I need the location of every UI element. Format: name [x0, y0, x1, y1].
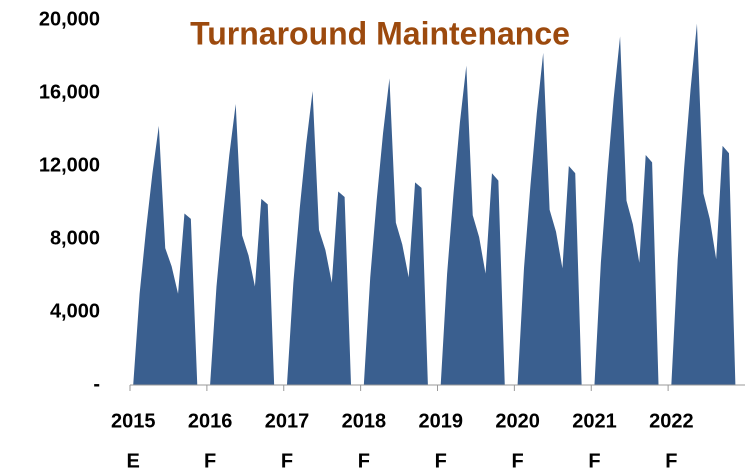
x-tick-note: F — [511, 450, 523, 472]
y-tick-label: 4,000 — [50, 300, 100, 322]
x-tick-label: 2017 — [265, 410, 310, 432]
x-tick-note: F — [204, 450, 216, 472]
area — [133, 23, 742, 386]
x-tick-note: F — [358, 450, 370, 472]
x-tick-note: E — [127, 450, 140, 472]
y-tick-label: 16,000 — [39, 81, 100, 103]
x-tick-label: 2021 — [572, 410, 617, 432]
chart-title: Turnaround Maintenance — [190, 15, 570, 51]
x-tick-note: F — [665, 450, 677, 472]
x-tick-label: 2018 — [342, 410, 387, 432]
x-tick-label: 2015 — [111, 410, 156, 432]
x-tick-note: F — [435, 450, 447, 472]
x-tick-label: 2016 — [188, 410, 233, 432]
y-tick-label: 8,000 — [50, 227, 100, 249]
y-tick-label: 12,000 — [39, 154, 100, 176]
x-tick-label: 2022 — [649, 410, 694, 432]
x-tick-note: F — [588, 450, 600, 472]
y-tick-label: 20,000 — [39, 8, 100, 30]
x-tick-note: F — [281, 450, 293, 472]
x-tick-label: 2020 — [495, 410, 540, 432]
y-tick-label: - — [93, 373, 100, 395]
x-tick-label: 2019 — [418, 410, 463, 432]
